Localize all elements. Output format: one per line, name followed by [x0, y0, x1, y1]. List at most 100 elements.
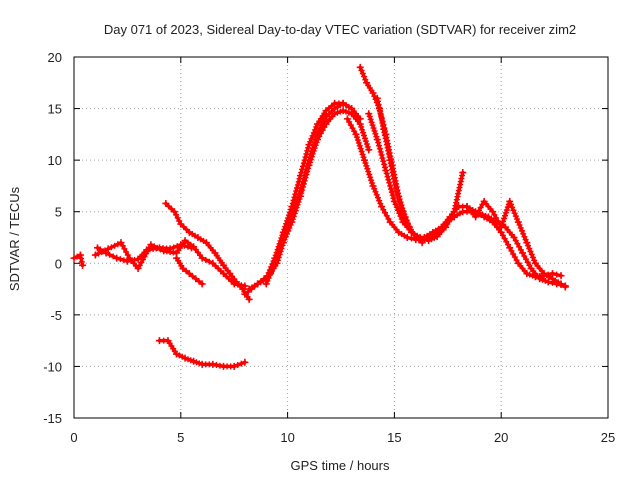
data-point: [185, 270, 193, 278]
marker: [302, 169, 309, 176]
data-point: [343, 115, 351, 123]
marker: [444, 216, 451, 223]
marker: [507, 201, 514, 208]
marker: [377, 200, 384, 207]
marker: [503, 206, 510, 213]
marker: [117, 256, 124, 263]
x-tick-label: 0: [70, 430, 77, 445]
marker: [512, 237, 519, 244]
y-axis-label: SDTVAR / TECUs: [7, 186, 22, 291]
marker: [171, 348, 178, 355]
marker: [268, 269, 275, 276]
marker: [361, 135, 368, 142]
y-tick-label: -10: [43, 359, 62, 374]
marker: [179, 353, 186, 360]
marker: [355, 139, 362, 146]
y-tick-label: 15: [48, 102, 62, 117]
marker: [398, 216, 405, 223]
marker: [392, 201, 399, 208]
marker: [313, 134, 320, 141]
marker: [362, 76, 369, 83]
marker: [347, 122, 354, 129]
marker: [312, 137, 319, 144]
marker: [501, 215, 508, 222]
data-point: [198, 280, 206, 288]
marker: [337, 108, 344, 115]
marker: [453, 206, 460, 213]
marker: [415, 237, 422, 244]
marker: [501, 212, 508, 219]
marker: [183, 226, 190, 233]
x-tick-label: 5: [177, 430, 184, 445]
marker: [353, 134, 360, 141]
marker: [251, 282, 258, 289]
marker: [368, 87, 375, 94]
plot-border: [73, 56, 609, 419]
marker: [526, 271, 533, 278]
marker: [539, 276, 546, 283]
marker: [380, 158, 387, 165]
y-tick-label: 0: [55, 256, 62, 271]
marker: [95, 250, 102, 257]
marker: [296, 190, 303, 197]
marker: [427, 231, 433, 238]
marker: [514, 216, 521, 223]
marker: [231, 276, 238, 283]
marker: [360, 129, 367, 136]
marker: [405, 221, 412, 228]
marker: [510, 251, 517, 258]
marker: [356, 142, 363, 149]
data-point: [561, 283, 569, 291]
marker: [499, 232, 506, 239]
marker: [265, 275, 272, 282]
marker: [529, 272, 536, 279]
marker: [355, 113, 362, 120]
ticks: 0 5 10 15 20 25 -15 -10 -5 0 5 10 15 20: [43, 50, 615, 445]
marker: [500, 218, 507, 225]
series-track-4: [162, 199, 253, 303]
data-point: [79, 261, 87, 269]
chart-title: Day 071 of 2023, Sidereal Day-to-day VTE…: [104, 22, 576, 37]
marker: [286, 219, 293, 226]
marker: [386, 154, 393, 161]
marker: [526, 262, 533, 269]
marker: [238, 360, 245, 367]
marker: [290, 208, 297, 215]
marker: [295, 193, 302, 200]
marker: [377, 148, 384, 155]
marker: [514, 240, 521, 247]
marker: [511, 254, 518, 261]
marker: [345, 109, 352, 116]
marker: [309, 132, 316, 139]
marker: [513, 257, 520, 264]
marker: [373, 191, 380, 198]
x-tick-label: 25: [601, 430, 615, 445]
marker: [275, 248, 282, 255]
marker: [206, 258, 213, 265]
marker: [395, 193, 402, 200]
marker: [501, 235, 508, 242]
marker: [521, 268, 528, 275]
marker: [387, 182, 394, 189]
marker: [174, 214, 181, 221]
marker: [371, 127, 378, 134]
marker: [308, 135, 315, 142]
marker: [121, 245, 128, 252]
marker: [266, 272, 273, 279]
marker: [517, 246, 524, 253]
marker: [305, 160, 312, 167]
marker: [389, 192, 396, 199]
marker: [398, 202, 405, 209]
marker: [395, 207, 402, 214]
marker: [376, 142, 383, 149]
marker: [517, 224, 524, 231]
marker: [521, 233, 528, 240]
marker: [374, 194, 381, 201]
marker: [354, 137, 361, 144]
data-point: [506, 244, 514, 252]
marker: [508, 247, 515, 254]
marker: [524, 259, 531, 266]
marker: [98, 248, 105, 255]
marker: [372, 130, 379, 137]
marker: [176, 217, 183, 224]
